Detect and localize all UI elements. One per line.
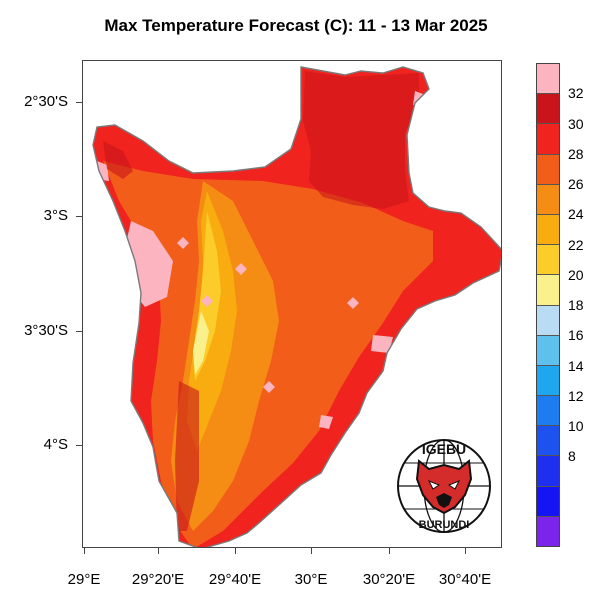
legend-label: 24 [568, 206, 584, 223]
lat-tick [76, 102, 82, 103]
legend-swatch [537, 396, 559, 427]
legend-label: 16 [568, 327, 584, 344]
lat-tick [76, 216, 82, 217]
legend-swatch [537, 305, 559, 336]
legend-label: 18 [568, 297, 584, 313]
map-title: Max Temperature Forecast (C): 11 - 13 Ma… [104, 16, 488, 35]
legend-swatch [537, 245, 559, 276]
legend-label: 20 [568, 266, 584, 283]
lon-tick [84, 548, 85, 554]
legend-label: 32 [568, 85, 584, 102]
legend-label: 26 [568, 176, 584, 192]
legend-swatch [537, 64, 559, 95]
legend-swatch [537, 426, 559, 457]
lat-label-3-30s: 3°30'S [24, 322, 68, 339]
lon-label-30-20e: 30°20'E [362, 571, 416, 588]
lat-tick [76, 445, 82, 446]
legend-swatch [537, 335, 559, 366]
lon-tick [158, 548, 159, 554]
legend-label: 8 [568, 448, 576, 465]
lon-tick [389, 548, 390, 554]
country-border [92, 66, 501, 547]
legend-label: 30 [568, 115, 584, 132]
lon-label-30-40e: 30°40'E [438, 571, 492, 588]
svg-text:IGEBU: IGEBU [422, 441, 466, 457]
color-legend [536, 63, 560, 547]
legend-swatch [537, 516, 559, 546]
legend-swatch [537, 184, 559, 215]
lon-label-29e: 29°E [67, 571, 101, 588]
lon-label-29-20e: 29°20'E [131, 571, 185, 588]
legend-label: 14 [568, 357, 584, 374]
legend-label: 12 [568, 387, 584, 404]
temperature-map [92, 66, 501, 547]
lon-tick [235, 548, 236, 554]
lon-tick [465, 548, 466, 554]
legend-label: 28 [568, 145, 584, 162]
map-panel [82, 60, 502, 548]
legend-swatch [537, 486, 559, 517]
igebu-burundi-logo: IGEBU BURUNDI [397, 439, 491, 533]
lat-label-2-30s: 2°30'S [24, 93, 68, 110]
lon-label-29-40e: 29°40'E [208, 571, 262, 588]
legend-swatch [537, 94, 559, 125]
legend-swatch [537, 456, 559, 487]
lat-label-3s: 3°S [43, 207, 68, 224]
legend-swatch [537, 365, 559, 397]
lon-tick [311, 548, 312, 554]
legend-swatch [537, 214, 559, 246]
legend-swatch [537, 124, 559, 155]
lon-label-30e: 30°E [294, 571, 328, 588]
svg-text:BURUNDI: BURUNDI [419, 519, 470, 531]
legend-label: 10 [568, 418, 584, 434]
legend-swatch [537, 275, 559, 306]
legend-swatch [537, 154, 559, 185]
legend-label: 22 [568, 236, 584, 253]
lat-tick [76, 331, 82, 332]
lat-label-4s: 4°S [43, 436, 68, 453]
